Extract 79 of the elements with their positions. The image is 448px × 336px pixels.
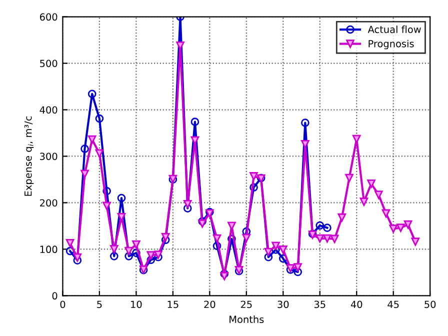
point <box>264 252 273 262</box>
x-tick-label: 50 <box>424 300 436 308</box>
point <box>161 236 170 244</box>
point <box>396 224 405 232</box>
point <box>124 246 134 256</box>
point <box>154 250 162 259</box>
point <box>323 224 332 232</box>
point <box>367 179 376 188</box>
point <box>183 200 192 208</box>
point <box>382 209 390 218</box>
point <box>88 90 96 98</box>
point <box>102 202 111 210</box>
point <box>264 248 273 256</box>
point <box>294 268 302 276</box>
point <box>146 251 156 260</box>
point <box>132 248 140 258</box>
point <box>374 190 383 199</box>
point <box>250 172 258 180</box>
x-tick-label: 10 <box>131 300 142 308</box>
point <box>278 246 288 254</box>
y-tick-label: 500 <box>40 60 58 68</box>
x-tick-label: 0 <box>60 300 66 308</box>
x-tick-label: 15 <box>168 300 178 308</box>
point <box>132 240 140 249</box>
y-tick-label: 600 <box>40 13 58 21</box>
point <box>220 272 229 280</box>
point <box>66 246 74 256</box>
point <box>278 254 288 263</box>
x-axis-title: Months <box>230 316 264 324</box>
point <box>161 232 170 242</box>
point <box>345 174 354 182</box>
point <box>190 118 200 126</box>
legend-label: Actual flow <box>368 26 421 34</box>
point <box>250 183 258 192</box>
point <box>73 256 82 265</box>
point <box>389 224 398 233</box>
point <box>117 194 126 202</box>
y-axis-title: Expense q$_{i}$, m³/c <box>24 116 34 196</box>
x-tick-label: 30 <box>278 300 289 308</box>
point <box>212 234 222 243</box>
point <box>80 144 89 153</box>
point <box>294 263 302 272</box>
point <box>66 238 74 248</box>
point <box>323 234 332 243</box>
point <box>124 252 134 260</box>
point <box>95 149 104 158</box>
point <box>110 245 118 254</box>
point <box>80 170 89 178</box>
x-tick-label: 35 <box>314 300 326 308</box>
point <box>338 213 346 222</box>
y-tick-label: 400 <box>40 106 58 114</box>
point <box>360 198 368 206</box>
point <box>110 252 118 260</box>
point <box>316 221 324 230</box>
point <box>411 238 420 246</box>
x-tick-label: 45 <box>388 300 399 308</box>
legend-label: Prognosis <box>368 40 414 50</box>
point <box>272 242 280 250</box>
point <box>404 220 412 229</box>
point <box>242 234 251 242</box>
point <box>102 186 111 196</box>
x-tick-label: 20 <box>204 300 216 308</box>
point <box>316 234 324 243</box>
point <box>212 242 222 250</box>
point <box>95 114 104 123</box>
point <box>183 204 192 212</box>
x-tick-label: 40 <box>350 300 362 308</box>
y-tick-label: 200 <box>40 199 58 207</box>
point <box>73 253 82 262</box>
y-tick-label: 100 <box>40 246 58 254</box>
y-tick-label: 300 <box>40 152 58 160</box>
y-tick-label: 0 <box>52 292 58 300</box>
x-tick-label: 25 <box>240 300 252 308</box>
x-tick-label: 5 <box>97 300 102 308</box>
point <box>198 219 206 228</box>
point <box>176 41 184 50</box>
point <box>301 118 310 127</box>
point <box>88 135 96 144</box>
point <box>330 234 339 244</box>
